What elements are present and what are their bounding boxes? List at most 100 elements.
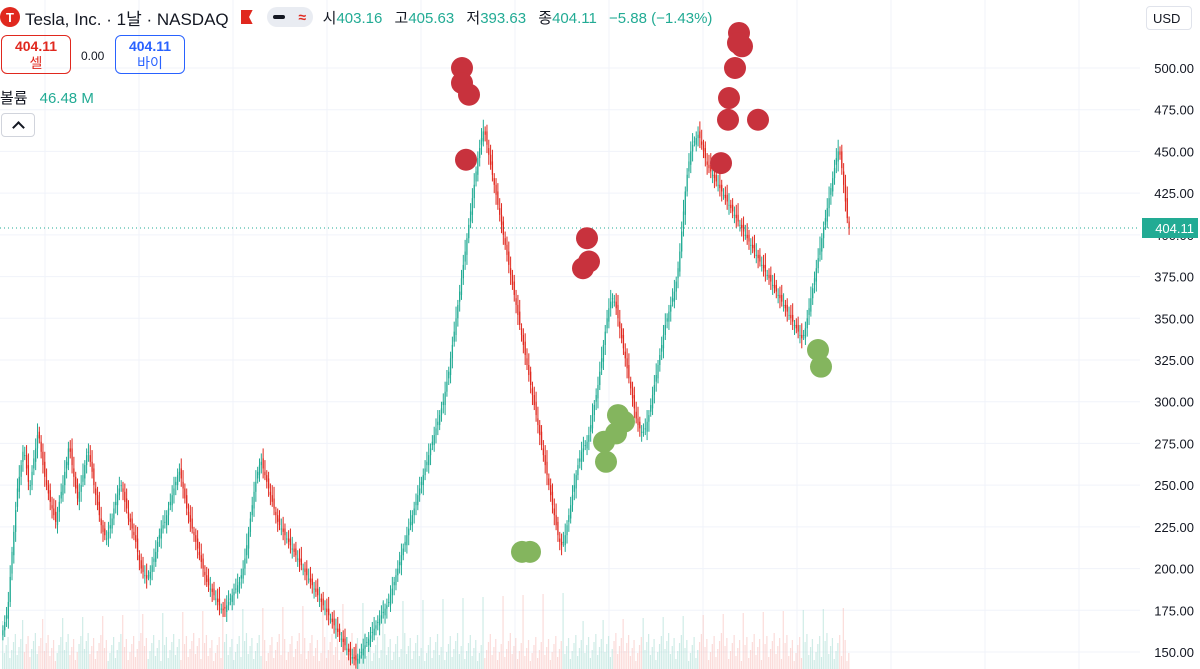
volume-bar	[156, 648, 158, 669]
candle-body	[444, 391, 446, 406]
volume-bar	[211, 640, 213, 669]
candle-body	[691, 144, 694, 152]
candle-body	[242, 568, 244, 579]
candle-body	[431, 441, 434, 446]
candle-body	[699, 131, 701, 139]
volume-bar	[622, 619, 624, 669]
volume-bar	[20, 639, 22, 669]
candle-body	[600, 358, 603, 369]
volume-bar	[395, 644, 397, 669]
volume-bar	[329, 642, 331, 669]
volume-bar	[598, 647, 601, 669]
volume-bar	[555, 636, 557, 669]
volume-bar	[258, 635, 260, 669]
candle-body	[615, 301, 617, 309]
volume-bar	[325, 658, 328, 669]
sell-button[interactable]: 404.11 셀	[1, 35, 71, 74]
volume-bar	[282, 607, 284, 669]
candle-body	[251, 505, 253, 516]
volume-bar	[571, 651, 573, 669]
last-price-tag	[1142, 217, 1198, 238]
volume-bar	[515, 638, 517, 669]
volume-bar	[562, 593, 564, 669]
candle-body	[433, 435, 435, 446]
candle-body	[20, 465, 22, 477]
candle-body	[557, 521, 559, 536]
volume-bar	[182, 612, 184, 669]
candle-body	[790, 314, 792, 319]
volume-bar	[629, 656, 632, 669]
candle-body	[459, 291, 461, 302]
volume-bar	[373, 653, 375, 669]
volume-bar	[242, 609, 244, 669]
candle-body	[762, 264, 765, 269]
volume-bar	[92, 638, 95, 669]
volume-bar	[291, 636, 293, 669]
candle-body	[266, 475, 268, 482]
candle-body	[466, 238, 468, 255]
collapse-legend-button[interactable]	[1, 113, 35, 137]
candle-body	[506, 244, 508, 255]
candle-body	[196, 538, 199, 549]
symbol-title[interactable]: Tesla, Inc. · 1날 · NASDAQ	[25, 9, 229, 29]
currency-selector[interactable]: USD	[1146, 6, 1192, 30]
candle-body	[62, 485, 64, 496]
tesla-logo-icon: T	[0, 7, 20, 27]
candle-body	[520, 328, 523, 335]
volume-bar	[254, 651, 257, 669]
candle-body	[337, 628, 339, 632]
candle-body	[348, 648, 350, 652]
volume-bar	[385, 655, 388, 669]
candle-body	[546, 461, 548, 476]
candle-body	[713, 174, 716, 179]
candle-body	[178, 471, 181, 476]
flag-icon[interactable]	[240, 10, 253, 24]
volume-bar	[837, 643, 839, 669]
candle-body	[227, 601, 230, 606]
volume-bar	[473, 648, 475, 669]
candle-body	[577, 465, 579, 476]
volume-bar	[646, 642, 648, 669]
buy-label: 바이	[137, 55, 163, 71]
volume-bar	[737, 648, 739, 669]
candle-body	[287, 538, 290, 542]
chevron-up-icon	[11, 120, 25, 134]
candle-body	[240, 575, 242, 579]
buy-button[interactable]: 404.11 바이	[115, 35, 185, 74]
candle-body	[704, 148, 706, 159]
candle-body	[217, 598, 219, 602]
volume-bar	[733, 635, 735, 669]
candle-body	[160, 528, 162, 539]
candle-body	[644, 428, 646, 430]
low-value: 393.63	[480, 9, 527, 27]
candle-body	[105, 538, 108, 540]
volume-bar	[205, 635, 208, 669]
volume-bar	[649, 655, 652, 669]
volume-bar	[840, 656, 843, 669]
candle-body	[89, 455, 91, 462]
volume-bar	[680, 635, 682, 669]
volume-bar	[284, 639, 286, 669]
candle-body	[253, 491, 255, 509]
candle-body	[184, 488, 186, 499]
candle-body	[540, 431, 543, 446]
candle-body	[551, 491, 554, 506]
sell-price: 404.11	[14, 38, 58, 54]
chart-mode-toggle[interactable]: ≈	[266, 7, 313, 27]
candle-body	[273, 498, 275, 509]
candle-body	[524, 341, 526, 355]
candle-body	[409, 521, 412, 526]
candle-body	[451, 344, 454, 359]
volume-bar	[229, 647, 231, 669]
y-tick-label: 300.00	[1154, 395, 1194, 410]
candle-body	[486, 131, 488, 145]
volume-bar	[762, 612, 764, 669]
volume-bar	[815, 652, 817, 669]
volume-bar	[74, 660, 77, 669]
volume-bar	[749, 650, 752, 669]
volume-bar	[746, 637, 748, 669]
candle-body	[839, 151, 841, 155]
volume-bar	[29, 657, 31, 669]
volume-bar	[467, 643, 470, 669]
